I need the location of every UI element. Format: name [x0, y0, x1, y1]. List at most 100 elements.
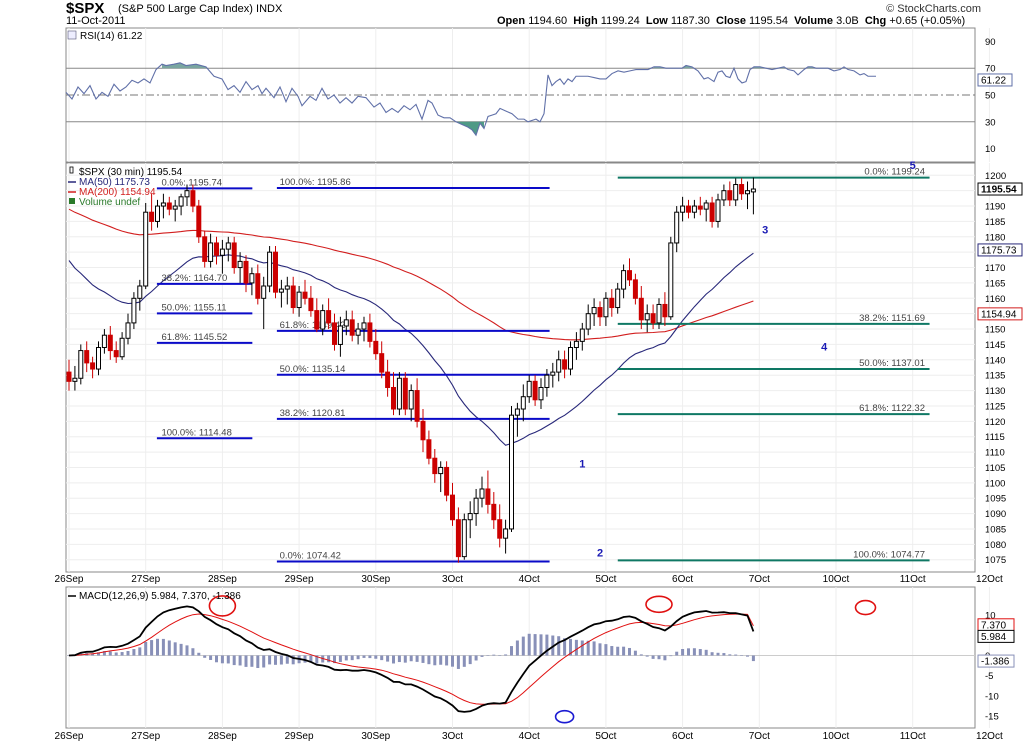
macd-value-tag — [977, 629, 1015, 643]
date-tick-label: 11Oct — [900, 574, 926, 585]
candle-body — [155, 205, 160, 222]
rsi-overbought-fill — [162, 62, 206, 69]
candle-body — [391, 386, 396, 410]
quote-chg-value: +0.65 (+0.05%) — [889, 15, 966, 27]
date-tick-label: 4Oct — [519, 731, 540, 742]
candle-body — [320, 310, 326, 330]
candle-body — [408, 390, 414, 410]
date-tick-label: 26Sep — [55, 731, 84, 742]
date-tick-label: 7Oct — [749, 731, 770, 742]
macd-signal-line — [68, 613, 754, 705]
macd-histogram-bar — [421, 655, 425, 663]
candle-body — [503, 528, 509, 539]
macd-histogram-bar — [226, 655, 230, 664]
candle-body — [562, 359, 568, 370]
candle-body — [355, 328, 361, 336]
wave-label: 4 — [821, 342, 828, 354]
macd-histogram-bar — [462, 655, 466, 667]
candle-body — [290, 285, 296, 309]
exchange-label: INDX — [256, 3, 283, 15]
candle-body — [485, 488, 491, 505]
macd-line — [68, 605, 755, 713]
wave-label: 5 — [910, 160, 916, 172]
candle-body — [267, 251, 273, 287]
legend-volume-icon — [69, 198, 75, 204]
macd-histogram-bar — [350, 655, 354, 661]
macd-histogram-bar — [156, 638, 159, 656]
candle-body — [656, 303, 662, 324]
macd-histogram-bar — [645, 655, 649, 657]
candle-body — [568, 347, 573, 370]
macd-histogram-bar — [651, 655, 655, 659]
macd-panel-frame — [65, 586, 976, 729]
candle-body — [514, 408, 520, 416]
price-panel-frame — [65, 162, 976, 573]
macd-value-tag — [977, 654, 1015, 668]
price-tick-label: 1165 — [985, 278, 1005, 289]
candle-body — [544, 374, 550, 388]
rsi-tick-label: 70 — [985, 64, 996, 75]
macd-histogram-bar — [403, 655, 407, 663]
candle-body — [750, 188, 756, 193]
candle-body — [668, 242, 674, 318]
macd-histogram-bar — [244, 655, 248, 667]
macd-histogram-bar — [551, 635, 555, 656]
macd-histogram-bar — [262, 655, 266, 668]
ma200-line — [68, 208, 754, 341]
macd-histogram-bar — [492, 654, 496, 656]
macd-histogram-bar — [610, 646, 614, 656]
fib-level-label: 100.0%: 1114.48 — [161, 427, 231, 438]
legend-label: Volume undef — [79, 197, 140, 208]
candle-body — [526, 380, 532, 398]
candle-body — [367, 322, 373, 342]
date-tick-label: 12Oct — [976, 574, 1003, 585]
candle-body — [615, 288, 621, 309]
macd-histogram-bar — [710, 652, 714, 656]
fib-level-label: 38.2%: 1151.69 — [859, 313, 925, 324]
candle-body — [149, 211, 155, 222]
macd-histogram-bar — [557, 636, 561, 656]
symbol-name: (S&P 500 Large Cap Index) INDX — [118, 3, 282, 15]
macd-histogram-bar — [687, 648, 690, 656]
price-tick-label: 1145 — [985, 340, 1005, 351]
macd-histogram-bar — [751, 655, 755, 662]
date-tick-label: 29Sep — [285, 574, 314, 585]
candle-body — [219, 248, 225, 256]
macd-histogram-bar — [327, 655, 331, 663]
chart-date: 11-Oct-2011 — [66, 15, 126, 27]
macd-histogram-bar — [569, 638, 572, 656]
macd-histogram-bar — [120, 652, 124, 656]
price-tick-label: 1075 — [985, 555, 1006, 566]
price-tick-label: 1160 — [985, 294, 1005, 305]
price-tick-label: 1150 — [985, 325, 1005, 336]
candle-body — [202, 236, 208, 262]
macd-histogram-bar — [220, 655, 224, 664]
candle-body — [107, 334, 113, 352]
candle-body — [461, 519, 467, 558]
candle-body — [721, 190, 727, 201]
date-tick-label: 3Oct — [442, 731, 463, 742]
macd-histogram-bar — [480, 655, 484, 657]
candle-body — [703, 202, 709, 210]
price-tick-label: 1115 — [985, 432, 1005, 443]
candle-body — [662, 303, 668, 318]
quote-high-value: 1199.24 — [600, 15, 640, 27]
candle-body — [214, 242, 219, 256]
fib-level-label: 0.0%: 1074.42 — [280, 550, 341, 561]
macd-histogram-bar — [510, 646, 513, 656]
candle-body — [343, 319, 349, 327]
candle-body — [509, 414, 514, 530]
candle-body — [739, 184, 745, 195]
macd-histogram-bar — [639, 654, 643, 656]
price-value-tag — [977, 182, 1023, 196]
price-value-tag-label: 1175.73 — [981, 245, 1017, 256]
candle-body — [532, 380, 538, 401]
macd-histogram-bar — [527, 633, 531, 656]
rsi-value-tag — [977, 73, 1013, 87]
macd-histogram-bar — [173, 642, 177, 656]
macd-histogram-bar — [704, 649, 708, 656]
candle-body — [349, 319, 355, 336]
candle-body — [78, 350, 84, 379]
date-tick-label: 6Oct — [672, 574, 693, 585]
